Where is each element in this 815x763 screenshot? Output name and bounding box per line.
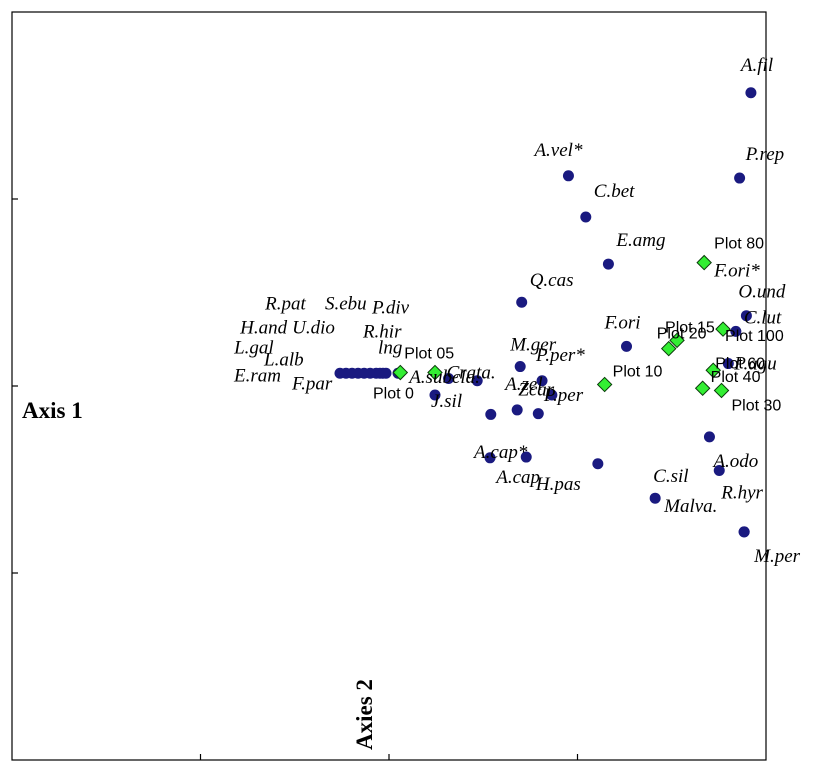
species-point [740,310,752,322]
plot-label: Plot 0 [373,386,414,403]
species-label: L.alb [263,349,304,370]
species-label: E.ram [233,365,281,386]
plot-point [392,364,409,381]
species-label: P.agu [733,354,776,375]
species-point [520,451,532,463]
species-label: Q.cas [530,270,574,291]
species-point [580,211,592,223]
species-label: A.fil [739,55,773,76]
species-label: H.and [239,317,287,338]
species-label: O.und [738,282,785,303]
species-label: A.odo [711,451,758,472]
plot-point [713,382,730,399]
species-label: P.per* [535,345,585,366]
species-point [532,408,544,420]
species-point [649,492,661,504]
species-point [443,373,455,385]
plot-label: Plot 20 [657,326,707,343]
species-label: M.ger [509,335,557,356]
species-label: F.ori [604,312,641,333]
species-point [592,458,604,470]
species-label: R.pat [264,293,306,314]
plot-label: Plot 10 [613,364,663,381]
axis-ticks [12,198,579,760]
species-label: M.per [753,546,801,567]
species-point [745,87,757,99]
species-label: A.cap* [472,442,528,463]
species-point [562,170,574,182]
plot-label: F.ori* [713,261,760,282]
species-point [380,367,392,379]
y-axis-title: Axies 2 [352,679,377,750]
species-label: Zcar [518,380,555,401]
species-label: Crata. [447,363,496,384]
plot-label: Plot 30 [732,397,782,414]
plot-point [696,254,712,271]
plot-point [669,332,685,349]
plot-point [427,364,443,381]
plot-label: Plot 05 [404,346,454,363]
species-label: R.hyr [720,483,763,504]
species-point [734,172,746,184]
species-label: P.rep [745,144,785,165]
species-label: C.sil [653,466,688,487]
plot-point [596,376,613,393]
species-point [703,431,715,443]
species-point [730,325,742,337]
species-label: U.dio [292,317,335,338]
species-point [602,258,614,270]
species-point [546,389,558,401]
plot-point [705,362,721,379]
species-point [516,296,528,308]
data-labels: A.fil P.rep A.vel* C.bet E.amg Q.cas O.und C.lu… [233,55,801,567]
species-point [621,340,633,352]
species-label: A.vel* [532,140,583,161]
species-point [514,361,526,373]
x-axis-title: Axis 1 [22,398,83,423]
plot-label: Plot 100 [725,328,784,345]
species-label: L.gal [233,337,274,358]
plot-label: Plot 15 [665,319,715,336]
species-label: C.bet [594,181,635,202]
species-label: F.par [291,373,333,394]
species-label: C.lut [744,307,782,328]
species-label: A.cap [494,467,540,488]
species-label: A.zel [503,374,542,395]
species-point [471,375,483,387]
species-label: H.pas [535,474,581,495]
species-label: E.amg [615,230,665,251]
species-label: R.hir [362,321,402,342]
species-point [713,465,725,477]
species-point [722,358,734,370]
species-label: P.div [371,297,410,318]
species-label: P.per [543,385,584,406]
plot-label: Plot 80 [714,236,764,253]
plot-point [660,340,677,357]
species-label: J.sil [431,391,462,412]
plot-label: Plot 40 [711,369,761,386]
species-point [511,404,523,416]
species-point [485,408,497,420]
species-point [738,526,750,538]
species-point [484,452,496,464]
species-label: S.ebu [325,293,367,314]
data-marks [334,87,757,538]
species-point [536,375,548,387]
plot-point [694,380,711,397]
species-point [429,389,441,401]
plot-point [715,321,731,337]
species-label: A.subcla. [407,367,480,388]
species-label: Malva. [663,496,717,517]
plot-label: Plot 60 [715,355,765,372]
species-label: lng [378,337,402,358]
